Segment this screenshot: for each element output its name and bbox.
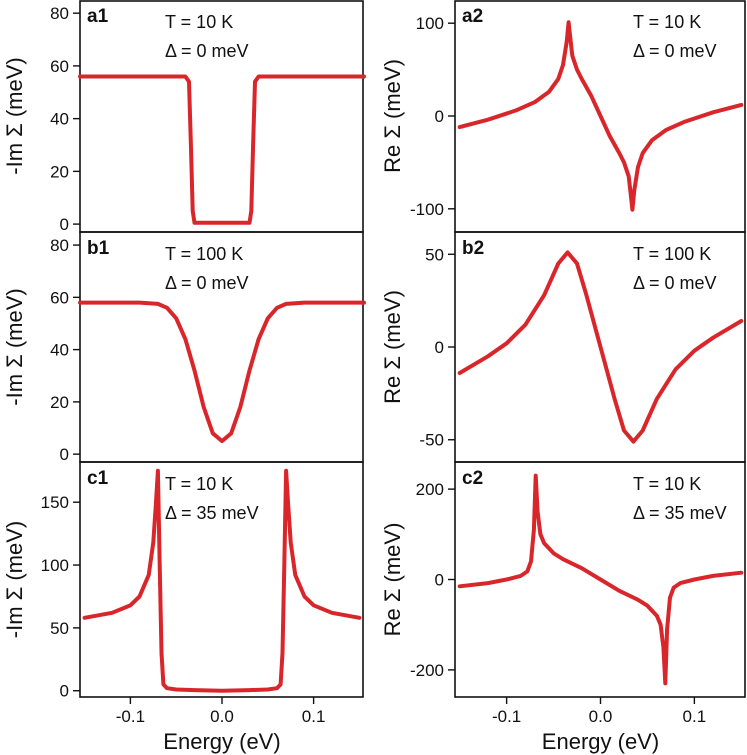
panel-label: b1	[87, 238, 110, 259]
panel-label: a2	[462, 6, 483, 27]
y-tick-label: 40	[50, 341, 69, 360]
annotation: Δ = 35 meV	[633, 503, 727, 523]
panel-label: b2	[462, 238, 484, 259]
y-tick-label: 150	[41, 493, 69, 512]
panel-a2: -100 0 100 Re Σ (meV) a2 T = 10 K Δ = 0 meV	[380, 0, 746, 233]
y-tick-label: -100	[410, 200, 444, 219]
y-tick-label: 60	[50, 57, 69, 76]
annotation: Δ = 0 meV	[165, 41, 249, 61]
y-tick-label: 60	[50, 288, 69, 307]
y-tick-label: 0	[60, 682, 69, 701]
y-tick-label: 40	[50, 110, 69, 129]
x-tick-label: 0.0	[210, 707, 234, 726]
x-tick-label: -0.1	[492, 707, 521, 726]
y-tick-label: 200	[416, 480, 444, 499]
annotation: T = 10 K	[165, 12, 233, 32]
y-tick-label: -200	[410, 661, 444, 680]
y-tick-label: 0	[435, 571, 444, 590]
y-tick-label: 80	[50, 236, 69, 255]
x-tick-label: 0.1	[302, 707, 326, 726]
plot-frame	[79, 231, 364, 463]
y-axis-title: -Im Σ (meV)	[2, 521, 27, 638]
panel-label: c2	[462, 468, 483, 489]
annotation: Δ = 0 meV	[633, 41, 717, 61]
y-tick-label: 0	[435, 107, 444, 126]
series-line	[78, 300, 366, 444]
series-line	[457, 20, 744, 212]
annotation: T = 100 K	[165, 244, 243, 264]
x-tick-label: 0.0	[589, 707, 613, 726]
panel-label: a1	[87, 6, 109, 27]
series-line	[78, 74, 366, 225]
annotation: Δ = 35 meV	[165, 503, 259, 523]
x-axis-title: Energy (eV)	[163, 729, 280, 754]
panel-c1: 0 50 100 150 -0.1 0.0 0.1 -Im Σ (meV) Energy (eV…	[2, 461, 364, 754]
panel-b2: -50 0 50 Re Σ (meV) b2 T = 100 K Δ = 0 meV	[380, 231, 746, 463]
annotation: T = 10 K	[633, 12, 701, 32]
x-tick-label: -0.1	[116, 707, 145, 726]
y-tick-label: 80	[50, 4, 69, 23]
panel-label: c1	[87, 468, 109, 489]
y-axis-title: -Im Σ (meV)	[2, 57, 27, 174]
y-tick-label: 100	[41, 556, 69, 575]
y-tick-label: 0	[60, 445, 69, 464]
y-tick-label: 20	[50, 162, 69, 181]
annotation: T = 10 K	[165, 474, 233, 494]
y-axis-title: Re Σ (meV)	[380, 290, 405, 404]
y-axis-title: -Im Σ (meV)	[2, 288, 27, 405]
y-tick-label: 100	[416, 14, 444, 33]
x-axis-title: Energy (eV)	[542, 729, 659, 754]
y-tick-label: 20	[50, 393, 69, 412]
annotation: T = 100 K	[633, 244, 711, 264]
plot-frame	[79, 461, 364, 698]
y-tick-label: 50	[50, 619, 69, 638]
y-tick-label: 0	[435, 338, 444, 357]
x-tick-label: 0.1	[683, 707, 707, 726]
series-line	[457, 250, 744, 444]
panel-c2: -200 0 200 -0.1 0.0 0.1 Re Σ (meV) Energy (eV) c…	[380, 461, 746, 754]
panel-b1: 0 20 40 60 80 -Im Σ (meV) b1 T = 100 K Δ = 0 meV	[2, 231, 366, 464]
annotation: T = 10 K	[633, 474, 701, 494]
series-line	[82, 468, 362, 693]
plot-frame	[79, 0, 364, 233]
annotation: Δ = 0 meV	[633, 273, 717, 293]
y-tick-label: -50	[419, 431, 444, 450]
y-axis-title: Re Σ (meV)	[380, 523, 405, 637]
panel-a1: 0 20 40 60 80 -Im Σ (meV) a1 T = 10 K Δ = 0 meV	[2, 0, 366, 234]
y-tick-label: 50	[425, 245, 444, 264]
y-axis-title: Re Σ (meV)	[380, 59, 405, 173]
series-line	[457, 473, 744, 686]
annotation: Δ = 0 meV	[165, 273, 249, 293]
y-tick-label: 0	[60, 215, 69, 234]
